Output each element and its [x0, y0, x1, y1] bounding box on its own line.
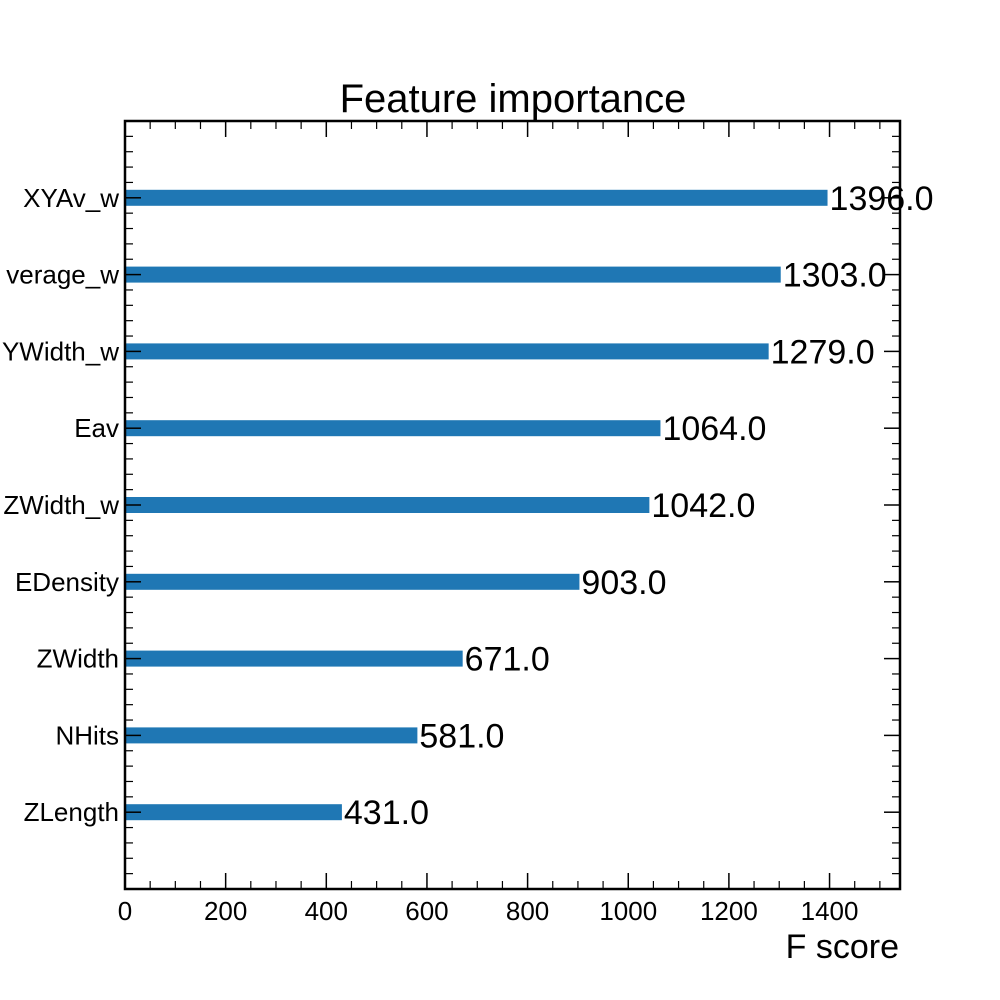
value-label-3: 1279.0: [771, 333, 875, 371]
value-label-8: 581.0: [419, 717, 504, 755]
bar-5: [125, 497, 649, 513]
bar-1: [125, 190, 828, 206]
x-tick-label-1000: 1000: [599, 896, 657, 926]
value-label-6: 903.0: [581, 564, 666, 602]
category-label-3: YWidth_w: [2, 336, 119, 366]
category-label-5: ZWidth_w: [3, 490, 119, 520]
bar-2: [125, 267, 781, 283]
x-tick-label-800: 800: [506, 896, 549, 926]
value-label-2: 1303.0: [783, 257, 887, 295]
chart-title: Feature importance: [340, 77, 687, 121]
category-label-6: EDensity: [15, 567, 119, 597]
x-tick-label-400: 400: [305, 896, 348, 926]
x-tick-label-0: 0: [118, 896, 132, 926]
value-label-7: 671.0: [465, 641, 550, 679]
x-tick-label-200: 200: [204, 896, 247, 926]
x-tick-label-1400: 1400: [801, 896, 859, 926]
value-label-9: 431.0: [344, 794, 429, 832]
bar-8: [125, 727, 417, 743]
x-axis-label: F score: [786, 928, 899, 966]
category-label-4: Eav: [74, 413, 119, 443]
category-label-2: verage_w: [6, 260, 119, 290]
bar-3: [125, 343, 769, 359]
value-label-5: 1042.0: [651, 487, 755, 525]
category-label-8: NHits: [55, 720, 119, 750]
category-label-1: XYAv_w: [23, 183, 119, 213]
bar-7: [125, 651, 463, 667]
x-tick-label-600: 600: [405, 896, 448, 926]
category-label-9: ZLength: [24, 797, 119, 827]
bar-9: [125, 804, 342, 820]
value-label-4: 1064.0: [662, 410, 766, 448]
value-label-1: 1396.0: [830, 180, 934, 218]
x-tick-label-1200: 1200: [700, 896, 758, 926]
bar-4: [125, 420, 660, 436]
category-label-7: ZWidth: [37, 644, 119, 674]
bar-6: [125, 574, 579, 590]
